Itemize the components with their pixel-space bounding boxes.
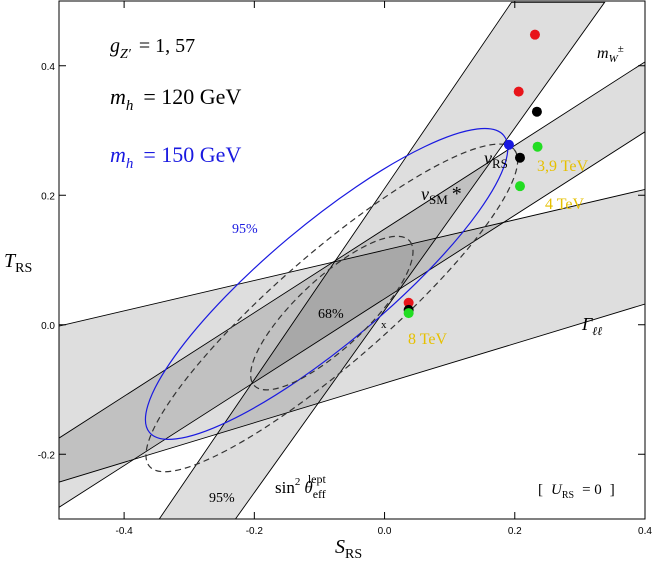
energy-label: 8 TeV bbox=[408, 331, 447, 348]
symbol: v bbox=[421, 184, 429, 204]
energy-label: 4 TeV bbox=[545, 196, 584, 213]
confidence-contour bbox=[250, 235, 414, 391]
contours bbox=[144, 127, 519, 473]
sm-mark: x bbox=[381, 319, 387, 331]
point bbox=[503, 139, 514, 150]
symbol: T bbox=[4, 250, 17, 272]
subscript: RS bbox=[345, 547, 362, 562]
plot-frame bbox=[58, 0, 646, 520]
axes: -0.4 -0.2 0.0 0.2 0.4 -0.2 0.0 0.2 0.4 bbox=[38, 1, 652, 537]
urs-label: [ URS = 0] bbox=[538, 482, 615, 501]
energy-label: 3,9 TeV bbox=[537, 158, 588, 175]
sin-label: sin2 θefflept bbox=[275, 472, 326, 501]
symbol: m bbox=[110, 142, 126, 167]
vsm-label: vSM * bbox=[421, 183, 462, 207]
subscript: RS bbox=[492, 156, 508, 171]
bands bbox=[59, 1, 645, 519]
superscript: 2 bbox=[295, 476, 301, 488]
text: = 120 GeV bbox=[143, 84, 241, 109]
mw-label: mW± bbox=[597, 43, 624, 65]
mh120-label: mh = 120 GeV bbox=[110, 84, 241, 114]
symbol: U bbox=[551, 482, 563, 498]
subscript: RS bbox=[562, 490, 574, 501]
gamma-label: Γℓℓ bbox=[581, 314, 602, 338]
x-tick-label: 0.4 bbox=[638, 526, 652, 537]
cl-label: 95% bbox=[232, 222, 258, 237]
point bbox=[403, 308, 414, 319]
cl-label: 68% bbox=[318, 307, 344, 322]
x-axis-label: SRS bbox=[335, 536, 362, 562]
x-tick-label: -0.2 bbox=[246, 526, 264, 537]
constraint-band bbox=[59, 188, 645, 483]
subscript: ℓℓ bbox=[592, 324, 602, 338]
symbol: v bbox=[484, 148, 492, 168]
text: * bbox=[452, 183, 462, 205]
point bbox=[403, 297, 414, 308]
point bbox=[532, 141, 543, 152]
symbol: m bbox=[597, 45, 609, 62]
constraint-band bbox=[158, 1, 606, 519]
superscript: ± bbox=[618, 43, 624, 55]
point bbox=[514, 152, 525, 163]
text: = 150 GeV bbox=[143, 142, 241, 167]
y-tick-label: 0.2 bbox=[41, 191, 55, 202]
superscript: lept bbox=[308, 472, 327, 486]
y-tick-label: 0.0 bbox=[41, 321, 55, 332]
subscript: eff bbox=[313, 487, 326, 501]
text: = 0 bbox=[582, 482, 602, 498]
constraint-band bbox=[59, 61, 645, 508]
symbol: Γ bbox=[581, 314, 593, 334]
subscript: W bbox=[609, 53, 619, 65]
text: sin bbox=[275, 478, 295, 497]
y-tick-label: 0.4 bbox=[41, 62, 55, 73]
symbol: g bbox=[110, 35, 120, 57]
point bbox=[513, 86, 524, 97]
bracket: ] bbox=[610, 482, 615, 498]
bracket: [ bbox=[538, 482, 543, 498]
subscript: SM bbox=[429, 192, 448, 207]
x-tick-label: 0.2 bbox=[508, 526, 522, 537]
x-tick-label: 0.0 bbox=[378, 526, 392, 537]
subscript: Z′ bbox=[120, 47, 132, 62]
points bbox=[403, 29, 543, 319]
coupling-label: gZ′ = 1, 57 bbox=[110, 35, 195, 62]
y-axis-label: TRS bbox=[4, 250, 32, 276]
text: = 1, 57 bbox=[139, 35, 195, 57]
x-tick-label: -0.4 bbox=[115, 526, 133, 537]
subscript: RS bbox=[15, 261, 32, 276]
point bbox=[514, 181, 525, 192]
symbol: m bbox=[110, 84, 126, 109]
symbol: θ bbox=[304, 478, 312, 497]
y-tick-label: -0.2 bbox=[38, 450, 56, 461]
point bbox=[531, 106, 542, 117]
subscript: h bbox=[126, 156, 134, 172]
symbol: S bbox=[335, 536, 345, 558]
point bbox=[529, 29, 540, 40]
cl-label: 95% bbox=[209, 491, 235, 506]
vrs-label: vRS bbox=[484, 148, 508, 171]
subscript: h bbox=[126, 98, 134, 114]
confidence-contour bbox=[145, 143, 519, 473]
mh150-label: mh = 150 GeV bbox=[110, 142, 241, 172]
